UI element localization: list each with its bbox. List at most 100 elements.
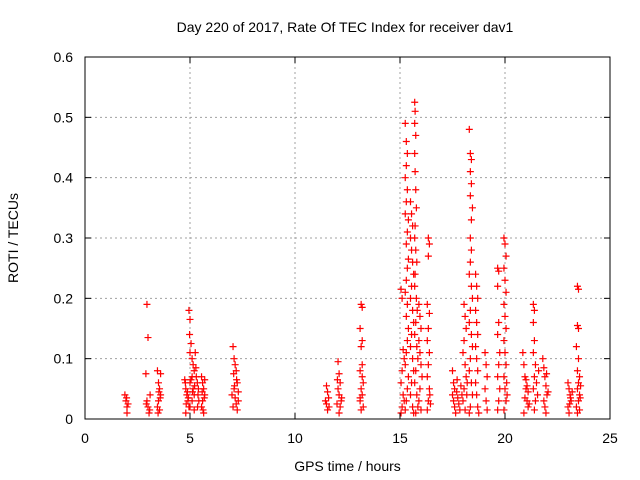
data-point (465, 125, 473, 133)
data-point (190, 367, 198, 375)
data-point (415, 337, 423, 345)
data-point (494, 282, 502, 290)
data-point (324, 388, 332, 396)
data-point (231, 361, 239, 369)
data-point (397, 379, 405, 387)
data-point (200, 385, 208, 393)
data-point (423, 373, 431, 381)
grid-lines (85, 57, 610, 419)
data-point (540, 397, 548, 405)
data-point (473, 355, 481, 363)
data-point (462, 373, 470, 381)
data-point (233, 406, 241, 414)
data-point (417, 406, 425, 414)
data-point (500, 406, 508, 414)
data-point (568, 388, 576, 396)
data-point (451, 403, 459, 411)
data-point (142, 370, 150, 378)
data-point (403, 385, 411, 393)
data-point (540, 364, 548, 372)
data-point (467, 331, 475, 339)
data-point (412, 204, 420, 212)
data-point (413, 258, 421, 266)
data-point (412, 409, 420, 417)
data-point (357, 343, 365, 351)
data-point (333, 400, 341, 408)
data-point (495, 397, 503, 405)
data-point (503, 391, 511, 399)
data-point (494, 373, 502, 381)
data-point (423, 406, 431, 414)
data-point (414, 403, 422, 411)
data-point (143, 397, 151, 405)
data-point (575, 325, 582, 332)
data-point (449, 391, 456, 399)
data-point (576, 373, 584, 381)
data-point (501, 240, 509, 248)
data-point (397, 285, 405, 293)
data-point (186, 403, 194, 411)
data-point (411, 282, 419, 290)
data-point (145, 409, 153, 417)
data-point (502, 397, 510, 405)
data-point (325, 394, 333, 402)
data-point (336, 403, 344, 411)
data-point (495, 318, 503, 326)
data-point (416, 385, 424, 393)
data-point (359, 379, 367, 387)
data-point (402, 349, 410, 357)
data-point (190, 406, 198, 414)
data-point (543, 370, 551, 378)
data-point (472, 343, 480, 351)
data-point (411, 168, 419, 176)
data-point (455, 400, 463, 408)
data-point (181, 376, 189, 384)
data-point (495, 267, 503, 275)
data-point (542, 382, 550, 390)
data-point (403, 264, 411, 272)
data-point (424, 252, 432, 260)
data-point (521, 394, 529, 402)
data-point (186, 315, 194, 323)
data-point (411, 150, 419, 158)
data-point (230, 370, 238, 378)
data-point (576, 391, 584, 399)
axis-ticks: 0 5 10 15 20 25 0 0.1 0.2 0.3 0.4 0.5 0.6 (54, 49, 618, 446)
data-point (453, 388, 461, 396)
data-point (573, 409, 581, 417)
data-point (424, 361, 432, 369)
data-point (182, 409, 190, 417)
data-point (424, 325, 432, 332)
data-point (502, 288, 510, 296)
data-point (473, 282, 481, 290)
data-point (453, 376, 461, 384)
data-point (466, 258, 474, 266)
data-point (402, 276, 410, 284)
data-point (533, 379, 540, 387)
data-point (572, 343, 580, 351)
data-point (530, 406, 538, 414)
y-axis-title: ROTI / TECUs (5, 193, 21, 283)
data-point (467, 156, 475, 164)
data-point (199, 397, 207, 405)
data-point (461, 312, 469, 320)
data-point (187, 376, 195, 384)
data-point (401, 361, 409, 369)
data-point (229, 343, 237, 351)
data-point (425, 349, 433, 357)
data-point (543, 391, 551, 399)
data-point (475, 409, 483, 417)
data-point (402, 162, 410, 170)
data-point (229, 403, 237, 411)
data-point (564, 379, 572, 387)
data-point (154, 409, 162, 417)
data-point (200, 394, 208, 402)
data-point (335, 370, 343, 378)
data-point (573, 321, 581, 329)
data-point (357, 406, 365, 414)
data-point (413, 391, 421, 399)
data-point (460, 337, 468, 345)
data-point (449, 367, 456, 375)
data-point (182, 400, 190, 408)
data-point (144, 403, 152, 411)
